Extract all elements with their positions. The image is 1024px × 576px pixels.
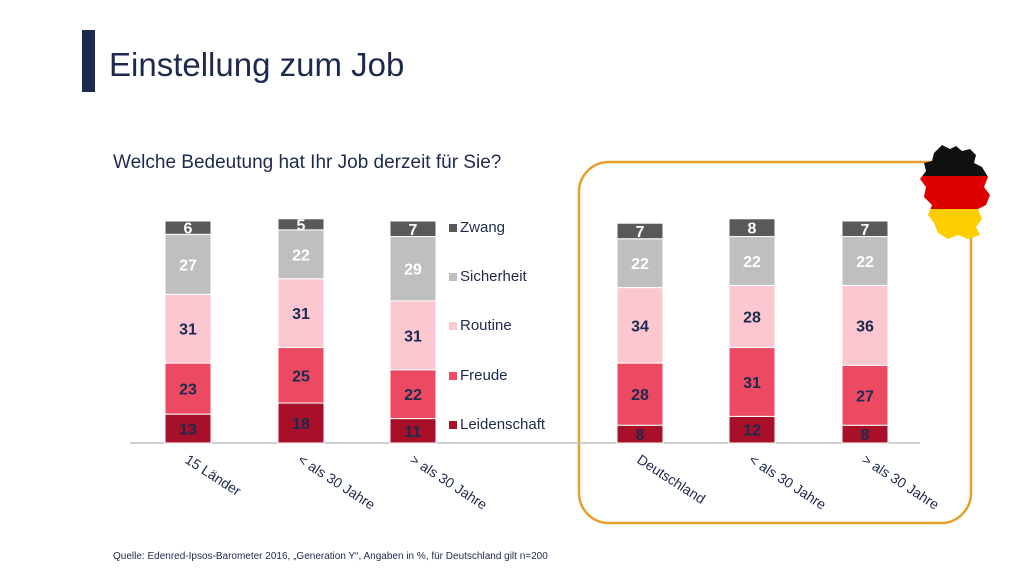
bar-segment-leidenschaft-1 — [277, 402, 325, 444]
x-tick-label-1: < als 30 Jahre — [295, 451, 378, 513]
data-label-routine-5: 36 — [856, 318, 874, 335]
data-label-leidenschaft-1: 18 — [292, 416, 310, 433]
x-tick-label-0: 15 Länder — [182, 451, 244, 499]
data-label-routine-1: 31 — [292, 306, 310, 323]
bar-segment-sicherheit-4 — [728, 236, 776, 286]
data-label-zwang-5: 7 — [861, 222, 870, 239]
bar-segment-freude-4 — [728, 347, 776, 417]
flag-gold-band — [920, 209, 990, 239]
legend-label-leidenschaft: Leidenschaft — [460, 416, 546, 433]
flag-black-band — [920, 145, 990, 176]
bar-segment-zwang-5 — [841, 220, 889, 238]
bar-segment-zwang-1 — [277, 218, 325, 231]
page-title: Einstellung zum Job — [109, 46, 405, 83]
bar-segment-routine-5 — [841, 284, 889, 366]
legend-label-sicherheit: Sicherheit — [460, 268, 528, 285]
data-label-zwang-4: 8 — [748, 221, 757, 238]
x-tick-label-4: < als 30 Jahre — [746, 451, 829, 513]
legend-label-zwang: Zwang — [460, 219, 505, 236]
x-tick-label-5: > als 30 Jahre — [859, 451, 942, 513]
data-label-sicherheit-4: 22 — [743, 254, 761, 271]
legend-swatch-routine — [449, 322, 457, 330]
bar-segment-leidenschaft-2 — [389, 418, 437, 444]
bar-segment-zwang-4 — [728, 218, 776, 238]
legend-swatch-freude — [449, 372, 457, 380]
data-label-freude-0: 23 — [179, 382, 197, 399]
data-label-freude-3: 28 — [631, 387, 649, 404]
legend-swatch-sicherheit — [449, 273, 457, 281]
bar-segment-leidenschaft-4 — [728, 415, 776, 444]
legend-label-freude: Freude — [460, 367, 508, 384]
data-label-freude-1: 25 — [292, 368, 310, 385]
bar-segment-routine-2 — [389, 300, 437, 371]
data-label-leidenschaft-3: 8 — [636, 427, 645, 444]
bar-segment-routine-3 — [616, 287, 664, 364]
legend-label-routine: Routine — [460, 317, 512, 334]
bar-segment-routine-4 — [728, 284, 776, 349]
bar-segment-freude-1 — [277, 347, 325, 404]
data-label-leidenschaft-4: 12 — [743, 423, 761, 440]
bar-segment-sicherheit-0 — [164, 233, 212, 295]
legend-swatch-zwang — [449, 224, 457, 232]
bar-segment-zwang-0 — [164, 220, 212, 235]
data-label-sicherheit-3: 22 — [631, 256, 649, 273]
data-label-sicherheit-1: 22 — [292, 247, 310, 264]
legend-swatch-leidenschaft — [449, 421, 457, 429]
bar-segment-freude-0 — [164, 362, 212, 415]
data-label-sicherheit-0: 27 — [179, 257, 197, 274]
data-label-leidenschaft-5: 8 — [861, 427, 870, 444]
data-label-sicherheit-5: 22 — [856, 254, 874, 271]
data-label-leidenschaft-2: 11 — [405, 424, 422, 441]
data-label-leidenschaft-0: 13 — [179, 422, 197, 439]
flag-red-band — [920, 176, 990, 209]
title-accent-bar — [82, 30, 95, 92]
data-label-zwang-3: 7 — [636, 224, 645, 241]
data-label-freude-5: 27 — [856, 388, 874, 405]
data-label-freude-4: 31 — [743, 375, 761, 392]
bar-segment-zwang-2 — [389, 220, 437, 238]
bar-segment-freude-3 — [616, 362, 664, 426]
bar-segment-freude-5 — [841, 364, 889, 426]
data-label-zwang-2: 7 — [409, 222, 418, 239]
bar-segment-zwang-3 — [616, 222, 664, 240]
data-label-routine-0: 31 — [179, 322, 197, 339]
data-label-routine-4: 28 — [743, 309, 761, 326]
data-label-routine-3: 34 — [631, 318, 649, 335]
bar-segment-routine-0 — [164, 293, 212, 364]
source-note: Quelle: Edenred-Ipsos-Barometer 2016, „G… — [113, 551, 548, 562]
chart-title: Welche Bedeutung hat Ihr Job derzeit für… — [113, 152, 502, 173]
germany-highlight-box — [577, 160, 973, 525]
data-label-freude-2: 22 — [404, 387, 422, 404]
x-tick-label-2: > als 30 Jahre — [407, 451, 490, 513]
x-tick-label-3: Deutschland — [634, 451, 708, 507]
germany-map-flag-icon — [920, 145, 990, 239]
data-label-sicherheit-2: 29 — [404, 262, 422, 279]
data-label-zwang-0: 6 — [184, 221, 193, 238]
bar-segment-routine-1 — [277, 278, 325, 349]
bar-segment-sicherheit-3 — [616, 238, 664, 289]
data-label-routine-2: 31 — [404, 328, 422, 345]
data-label-zwang-1: 5 — [297, 217, 306, 234]
